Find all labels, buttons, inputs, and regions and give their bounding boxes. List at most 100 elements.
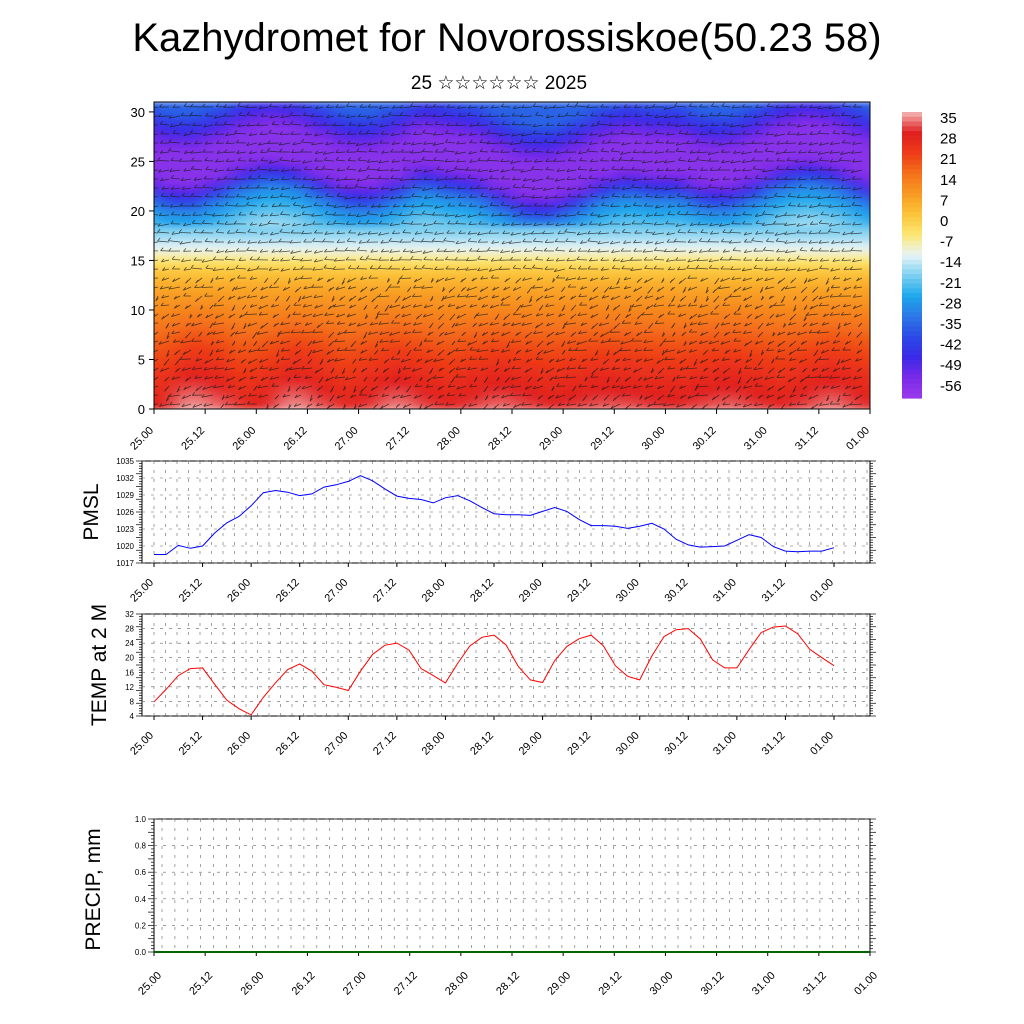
wind-barb-flag — [499, 186, 503, 191]
wind-barb — [173, 340, 181, 343]
wind-barb — [245, 106, 258, 109]
temperature-cell — [793, 250, 820, 257]
temperature-cell — [818, 210, 846, 217]
wind-barb-flag — [503, 316, 507, 320]
temperature-cell — [307, 305, 334, 311]
temperature-cell — [870, 384, 897, 390]
wind-barb-flag — [592, 288, 596, 292]
temperature-cell — [205, 300, 232, 307]
wind-barb-flag — [402, 203, 407, 208]
temperature-cell — [614, 314, 641, 321]
wind-barb — [465, 295, 478, 298]
wind-barb-flag — [180, 112, 184, 116]
temperature-cell — [691, 324, 718, 331]
wind-barb-flag — [445, 169, 449, 173]
temperature-cell — [742, 196, 769, 203]
temperature-cell — [307, 314, 334, 321]
temperature-cell — [537, 270, 565, 277]
temperature-cell — [230, 319, 258, 326]
wind-barb — [513, 106, 522, 110]
temperature-cell — [563, 121, 590, 128]
temperature-cell — [179, 205, 207, 212]
temperature-cell — [435, 329, 462, 336]
temperature-cell — [486, 354, 513, 361]
temperature-cell — [614, 102, 641, 108]
wind-barb — [171, 187, 181, 190]
wind-barb — [469, 160, 478, 163]
temperature-cell — [179, 146, 207, 153]
temperature-cell — [691, 285, 718, 292]
wind-barb — [509, 241, 522, 244]
wind-barb-flag — [304, 123, 308, 127]
wind-barb-flag — [621, 392, 625, 397]
wind-barb — [425, 385, 434, 388]
wind-barb-flag — [389, 211, 393, 215]
temperature-cell — [230, 334, 258, 341]
wind-barb — [602, 403, 610, 407]
wind-barb-flag — [268, 160, 272, 164]
temperature-cell — [844, 344, 870, 351]
temperature-cell — [205, 305, 232, 311]
wind-barb-flag — [349, 304, 353, 309]
temperature-cell — [435, 265, 462, 272]
wind-barb — [304, 195, 313, 198]
wind-barb — [344, 196, 357, 200]
wind-barb-flag — [160, 192, 164, 197]
wind-barb — [334, 133, 346, 136]
wind-barb-flag — [557, 113, 561, 118]
temperature-cell — [818, 215, 846, 222]
wind-barb-flag — [421, 210, 426, 214]
wind-barb-flag — [558, 296, 562, 301]
wind-barb-flag — [244, 311, 248, 315]
temperature-cell — [435, 359, 462, 366]
wind-barb-flag — [490, 348, 494, 353]
temperature-cell — [844, 280, 870, 287]
temperature-cell — [742, 210, 769, 217]
wind-barb — [347, 240, 357, 243]
temperature-cell — [384, 300, 411, 307]
wind-barb — [620, 133, 632, 135]
wind-barb — [247, 295, 258, 299]
wind-barb-flag — [216, 140, 220, 144]
temperature-cell — [154, 141, 155, 148]
wind-barb-flag — [194, 375, 198, 379]
wind-barb — [279, 231, 291, 234]
temperature-cell — [614, 205, 641, 212]
wind-barb-flag — [304, 166, 308, 170]
wind-barb-flag — [169, 123, 173, 128]
wind-barb-flag — [532, 147, 536, 152]
temperature-cell — [154, 270, 181, 277]
wind-barb-flag — [544, 131, 548, 135]
temperature-cell — [563, 220, 590, 227]
temperature-cell — [256, 295, 283, 302]
temperature-cell — [333, 191, 360, 198]
wind-barb-flag — [565, 374, 569, 379]
wind-barb-flag — [608, 122, 612, 127]
wind-barb-flag — [586, 147, 590, 152]
temperature-cell — [537, 379, 565, 386]
temperature-cell — [844, 379, 870, 386]
wind-barb-flag — [469, 194, 473, 198]
temperature-cell — [281, 111, 309, 118]
wind-barb — [558, 403, 566, 407]
temperature-cell — [563, 255, 590, 262]
temperature-cell — [358, 404, 386, 409]
wind-barb-flag — [538, 307, 542, 311]
wind-barb — [348, 214, 357, 217]
temperature-cell — [307, 215, 334, 222]
wind-barb — [624, 205, 632, 208]
temperature-cell — [409, 354, 437, 361]
temperature-cell — [358, 245, 386, 252]
temperature-cell — [256, 136, 283, 143]
temperature-cell — [384, 359, 411, 366]
wind-barb — [184, 151, 192, 154]
wind-barb — [501, 331, 511, 337]
wind-barb-flag — [212, 267, 216, 271]
wind-barb — [336, 394, 346, 399]
temperature-cell — [563, 369, 590, 376]
temperature-cell — [486, 334, 513, 341]
temperature-cell — [691, 379, 718, 386]
wind-barb-flag — [621, 186, 625, 191]
temperature-cell — [460, 166, 488, 173]
temperature-cell — [154, 295, 155, 302]
